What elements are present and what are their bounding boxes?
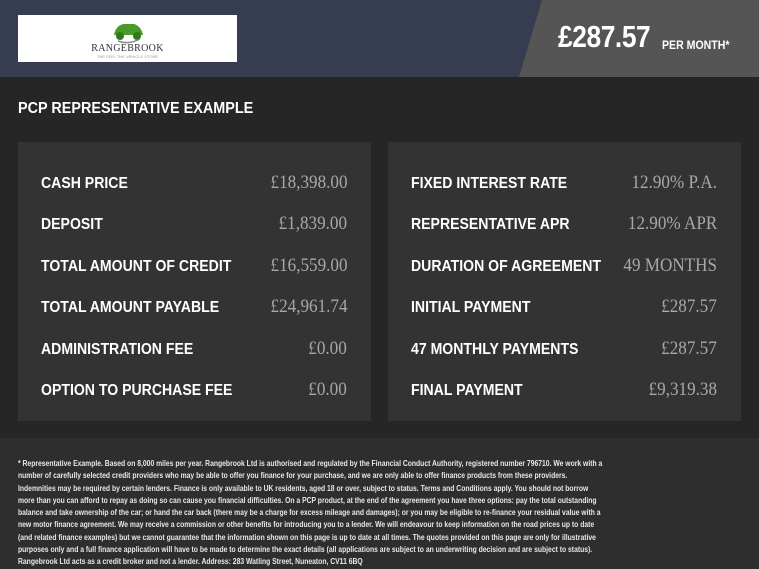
finance-row: ADMINISTRATION FEE £0.00 (41, 338, 347, 361)
finance-row: TOTAL AMOUNT PAYABLE £24,961.74 (41, 296, 347, 319)
rangebrook-logo[interactable]: RANGEBROOK THE FEEL THE VEHICLE STORE (18, 15, 237, 62)
row-value: £16,559.00 (270, 255, 347, 276)
row-label: INITIAL PAYMENT (411, 299, 531, 316)
logo-name: RANGEBROOK (91, 43, 164, 54)
finance-row: OPTION TO PURCHASE FEE £0.00 (41, 379, 347, 402)
finance-card-left: CASH PRICE £18,398.00 DEPOSIT £1,839.00 TOTA… (18, 142, 371, 421)
row-label: ADMINISTRATION FEE (41, 341, 194, 358)
row-value: £1,839.00 (278, 213, 347, 234)
row-value: £287.57 (661, 296, 717, 317)
finance-row: DURATION OF AGREEMENT 49 MONTHS (411, 255, 717, 278)
row-value: £24,961.74 (270, 296, 347, 317)
row-value: 12.90% P.A. (631, 172, 717, 193)
row-label: REPRESENTATIVE APR (411, 216, 570, 233)
row-label: OPTION TO PURCHASE FEE (41, 382, 233, 399)
header: RANGEBROOK THE FEEL THE VEHICLE STORE £2… (0, 0, 759, 77)
row-label: TOTAL AMOUNT PAYABLE (41, 299, 220, 316)
page-title: PCP REPRESENTATIVE EXAMPLE (18, 100, 254, 117)
finance-row: FINAL PAYMENT £9,319.38 (411, 379, 717, 402)
row-label: DURATION OF AGREEMENT (411, 258, 602, 275)
row-label: TOTAL AMOUNT OF CREDIT (41, 258, 232, 275)
finance-row: TOTAL AMOUNT OF CREDIT £16,559.00 (41, 255, 347, 278)
row-value: £0.00 (308, 338, 347, 359)
finance-card-right: FIXED INTEREST RATE 12.90% P.A. REPRESENTA… (388, 142, 741, 421)
row-value: 49 MONTHS (623, 255, 717, 276)
row-label: 47 MONTHLY PAYMENTS (411, 341, 579, 358)
row-value: 12.90% APR (627, 213, 717, 234)
monthly-price: £287.57 (558, 19, 651, 54)
row-label: FINAL PAYMENT (411, 382, 523, 399)
finance-row: FIXED INTEREST RATE 12.90% P.A. (411, 172, 717, 195)
finance-row: DEPOSIT £1,839.00 (41, 213, 347, 236)
car-logo-icon (114, 24, 143, 44)
price-box (519, 0, 759, 77)
disclaimer-text: * Representative Example. Based on 8,000… (18, 458, 603, 567)
finance-row: CASH PRICE £18,398.00 (41, 172, 347, 195)
finance-row: INITIAL PAYMENT £287.57 (411, 296, 717, 319)
row-value: £18,398.00 (270, 172, 347, 193)
footer: * Representative Example. Based on 8,000… (0, 438, 759, 569)
row-value: £9,319.38 (648, 379, 717, 400)
per-month-label: PER MONTH* (662, 38, 730, 52)
row-label: DEPOSIT (41, 216, 103, 233)
row-label: FIXED INTEREST RATE (411, 175, 568, 192)
logo-tagline: THE FEEL THE VEHICLE STORE (96, 54, 159, 59)
row-label: CASH PRICE (41, 175, 128, 192)
finance-row: 47 MONTHLY PAYMENTS £287.57 (411, 338, 717, 361)
row-value: £0.00 (308, 379, 347, 400)
row-value: £287.57 (661, 338, 717, 359)
finance-row: REPRESENTATIVE APR 12.90% APR (411, 213, 717, 236)
